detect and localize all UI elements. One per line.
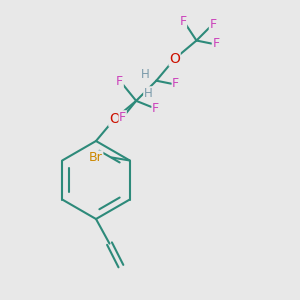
Text: O: O [169,52,180,66]
Text: F: F [209,17,217,31]
Text: F: F [212,37,220,50]
Text: H: H [144,87,152,100]
Text: F: F [116,75,123,88]
Text: O: O [109,112,120,126]
Text: F: F [172,77,179,90]
Text: Br: Br [89,151,103,164]
Text: H: H [140,68,149,81]
Text: F: F [119,111,126,124]
Text: F: F [152,102,159,115]
Text: F: F [179,14,187,28]
